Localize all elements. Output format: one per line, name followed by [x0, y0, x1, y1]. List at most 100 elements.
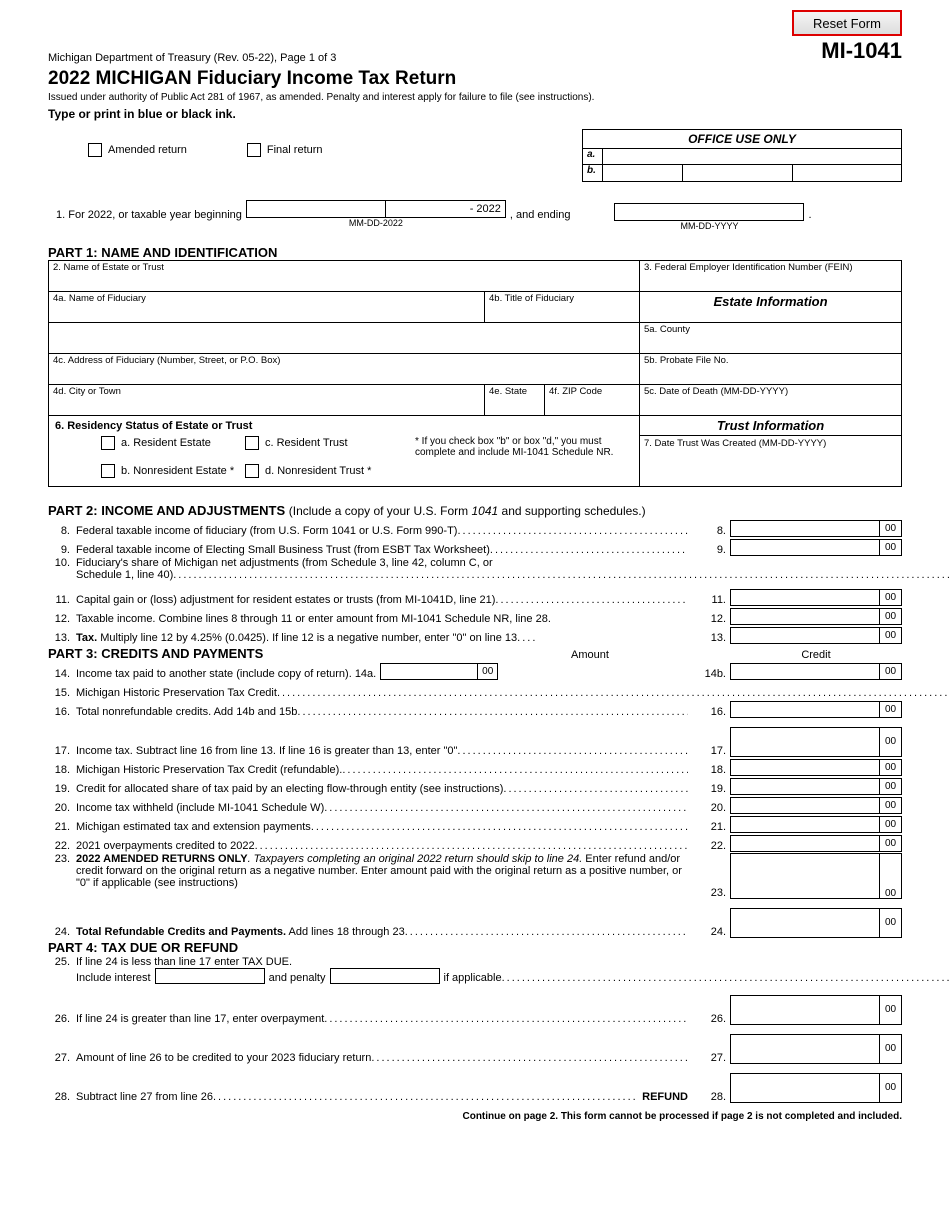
n8: 8. — [48, 525, 76, 537]
l25a: If line 24 is less than line 17 enter TA… — [76, 956, 950, 968]
mmdd2022-label: MM-DD-2022 — [246, 218, 506, 228]
c6a: a. Resident Estate — [121, 437, 211, 449]
c5c: 5c. Date of Death (MM-DD-YYYY) — [644, 386, 897, 397]
l22: 2021 overpayments credited to 2022 — [76, 840, 255, 852]
l23a: 2022 AMENDED RETURNS ONLY — [76, 853, 248, 865]
c5a: 5a. County — [644, 324, 897, 335]
type-print: Type or print in blue or black ink. — [48, 107, 902, 121]
l18: Michigan Historic Preservation Tax Credi… — [76, 764, 342, 776]
c4c: 4c. Address of Fiduciary (Number, Street… — [53, 355, 635, 366]
part3-title: PART 3: CREDITS AND PAYMENTS — [48, 646, 530, 661]
amended-label: Amended return — [108, 144, 187, 156]
trust-info: Trust Information — [717, 418, 824, 433]
l9: Federal taxable income of Electing Small… — [76, 544, 490, 556]
amt-23[interactable] — [730, 853, 880, 899]
l25d: if applicable — [444, 972, 502, 984]
c6d: d. Nonresident Trust * — [265, 465, 371, 477]
line1-end: , and ending — [510, 209, 571, 221]
nonres-trust-chk[interactable] — [245, 464, 259, 478]
penalty-input[interactable] — [330, 968, 440, 984]
c4b: 4b. Title of Fiduciary — [489, 293, 635, 304]
amt-13[interactable] — [730, 627, 880, 644]
amt-11[interactable] — [730, 589, 880, 606]
l21: Michigan estimated tax and extension pay… — [76, 821, 311, 833]
interest-input[interactable] — [155, 968, 265, 984]
amt-28[interactable] — [730, 1073, 880, 1103]
dept-line: Michigan Department of Treasury (Rev. 05… — [48, 52, 336, 64]
c6-title: 6. Residency Status of Estate or Trust — [55, 420, 633, 432]
l13: Multiply line 12 by 4.25% (0.0425). If l… — [97, 632, 517, 644]
c4d: 4d. City or Town — [53, 386, 480, 397]
amt-8[interactable] — [730, 520, 880, 537]
amt-18[interactable] — [730, 759, 880, 776]
reset-form-button[interactable]: Reset Form — [792, 10, 902, 36]
amt-16[interactable] — [730, 701, 880, 718]
amt-22[interactable] — [730, 835, 880, 852]
l28: Subtract line 27 from line 26 — [76, 1091, 213, 1103]
l25b: Include interest — [76, 972, 151, 984]
amount-hdr: Amount — [530, 649, 650, 661]
l14: Income tax paid to another state (includ… — [76, 668, 376, 680]
final-label: Final return — [267, 144, 323, 156]
amended-checkbox[interactable] — [88, 143, 102, 157]
mmddyyyy-label: MM-DD-YYYY — [614, 221, 804, 231]
amt-27[interactable] — [730, 1034, 880, 1064]
amt-14b[interactable] — [730, 663, 880, 680]
c4e: 4e. State — [489, 386, 540, 397]
year-2022: - 2022 — [386, 200, 506, 218]
c7: 7. Date Trust Was Created (MM-DD-YYYY) — [644, 438, 897, 449]
estate-info: Estate Information — [713, 294, 827, 309]
amt-17[interactable] — [730, 727, 880, 757]
part1-grid: 2. Name of Estate or Trust 3. Federal Em… — [48, 260, 902, 487]
amt-26[interactable] — [730, 995, 880, 1025]
office-use-box: OFFICE USE ONLY a. b. — [582, 129, 902, 182]
l17: Income tax. Subtract line 16 from line 1… — [76, 745, 457, 757]
l24: Add lines 18 through 23 — [286, 926, 405, 938]
l27: Amount of line 26 to be credited to your… — [76, 1052, 371, 1064]
part4-title: PART 4: TAX DUE OR REFUND — [48, 940, 902, 955]
office-a: a. — [583, 149, 603, 164]
footer: Continue on page 2. This form cannot be … — [48, 1111, 902, 1122]
res-trust-chk[interactable] — [245, 436, 259, 450]
l8: Federal taxable income of fiduciary (fro… — [76, 525, 457, 537]
year-begin-input[interactable] — [246, 200, 386, 218]
office-b: b. — [583, 165, 603, 181]
c6c: c. Resident Trust — [265, 437, 348, 449]
part2-title: PART 2: INCOME AND ADJUSTMENTS (Include … — [48, 503, 902, 518]
l19: Credit for allocated share of tax paid b… — [76, 783, 503, 795]
l25c: and penalty — [269, 972, 326, 984]
year-end-input[interactable] — [614, 203, 804, 221]
amt-9[interactable] — [730, 539, 880, 556]
c2: 2. Name of Estate or Trust — [53, 262, 635, 273]
refund: REFUND — [636, 1091, 688, 1103]
office-title: OFFICE USE ONLY — [583, 130, 901, 149]
l20: Income tax withheld (include MI-1041 Sch… — [76, 802, 324, 814]
amt-12[interactable] — [730, 608, 880, 625]
final-checkbox[interactable] — [247, 143, 261, 157]
nonres-estate-chk[interactable] — [101, 464, 115, 478]
form-code: MI-1041 — [821, 38, 902, 64]
l23b: . Taxpayers completing an original 2022 … — [248, 853, 583, 865]
c4f: 4f. ZIP Code — [549, 386, 635, 397]
res-estate-chk[interactable] — [101, 436, 115, 450]
l26: If line 24 is greater than line 17, ente… — [76, 1013, 324, 1025]
l11: Capital gain or (loss) adjustment for re… — [76, 594, 495, 606]
amt-20[interactable] — [730, 797, 880, 814]
part1-title: PART 1: NAME AND IDENTIFICATION — [48, 245, 902, 260]
l16: Total nonrefundable credits. Add 14b and… — [76, 706, 297, 718]
form-title: 2022 MICHIGAN Fiduciary Income Tax Retur… — [48, 68, 902, 90]
l15: Michigan Historic Preservation Tax Credi… — [76, 687, 277, 699]
credit-hdr: Credit — [730, 649, 902, 661]
line1-text: 1. For 2022, or taxable year beginning — [48, 209, 242, 221]
l12: Taxable income. Combine lines 8 through … — [76, 613, 692, 625]
amt-24[interactable] — [730, 908, 880, 938]
c5b: 5b. Probate File No. — [644, 355, 897, 366]
amt-21[interactable] — [730, 816, 880, 833]
amt-14a[interactable] — [380, 663, 478, 680]
issued-line: Issued under authority of Public Act 281… — [48, 92, 902, 103]
c6-note: * If you check box "b" or box "d," you m… — [415, 436, 633, 478]
c6b: b. Nonresident Estate * — [121, 465, 234, 477]
l10: Fiduciary's share of Michigan net adjust… — [76, 557, 493, 569]
c4a: 4a. Name of Fiduciary — [53, 293, 480, 304]
amt-19[interactable] — [730, 778, 880, 795]
